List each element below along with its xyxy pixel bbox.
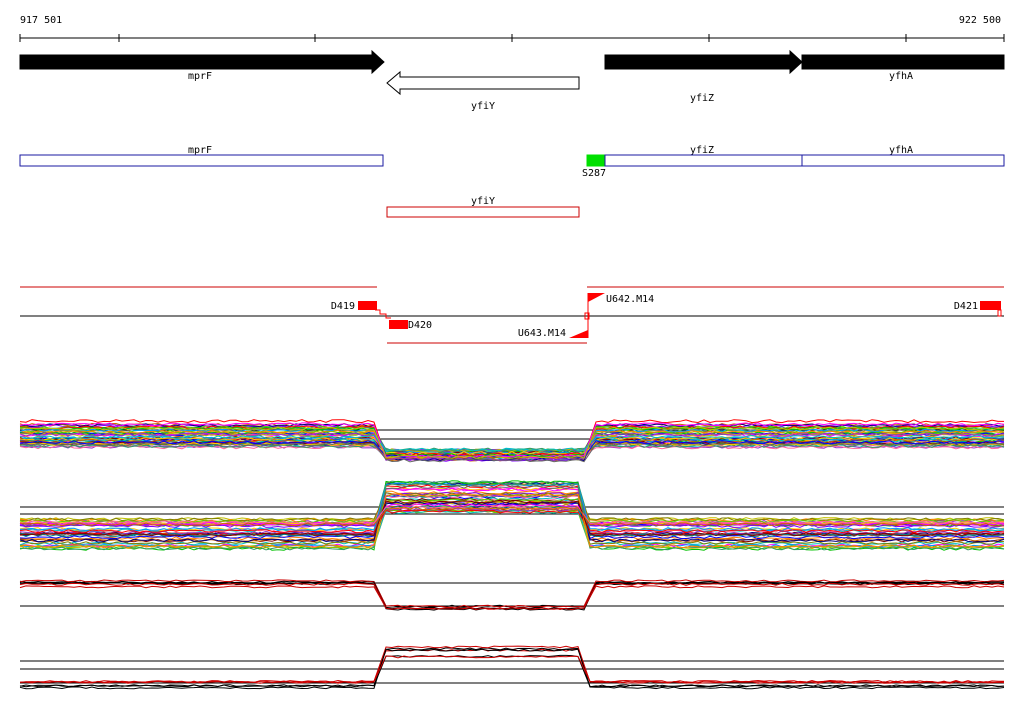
feature-u643-flag[interactable] [569,330,588,338]
annotation-box-mprf[interactable] [19,154,384,167]
expression-trace [19,654,1004,688]
annotation-label-mprf: mprF [188,145,212,156]
feature-d419-box[interactable] [358,301,377,310]
feature-u642-label: U642.M14 [606,294,654,305]
expression-trace [19,648,1005,690]
expression-trace [20,655,1005,684]
gene-label-yfiz: yfiZ [690,93,714,104]
gene-arrow-yfiz[interactable] [604,49,803,75]
expression-trace [19,434,1005,452]
gene-label-yfha: yfhA [889,71,913,82]
expression-panel-2 [19,480,1005,551]
gene-label-yfiy: yfiY [471,101,495,112]
feature-step-connector [375,309,391,319]
feature-d421-box[interactable] [980,301,1001,310]
expression-trace [19,581,1005,610]
transcript-feature-track: D419 D420 D421 U642.M14 U643.M14 [20,286,1004,344]
feature-d419-label: D419 [331,301,355,312]
annotation-label-yfiy: yfiY [471,196,495,207]
annotation-forward-track: mprF S287 yfiZ yfhA [19,145,1005,179]
expression-trace [19,506,1004,527]
expression-trace [19,580,1005,608]
annotation-label-yfiz: yfiZ [690,145,714,156]
expression-trace [20,505,1005,525]
expression-trace [19,509,1005,534]
marker-label-s287: S287 [582,168,606,179]
gene-arrow-yfha[interactable] [801,54,1005,70]
expression-trace [19,492,1005,522]
gene-arrows-track: mprF yfiY yfiZ yfhA [19,49,1005,112]
ruler-end-label: 922 500 [959,15,1001,26]
gene-arrow-mprf[interactable] [19,49,385,75]
expression-trace [19,645,1005,684]
annotation-box-yfiz[interactable] [604,154,803,167]
expression-trace [19,647,1005,688]
annotation-reverse-track: yfiY [386,196,580,218]
expression-trace [19,482,1005,551]
expression-trace [19,501,1005,543]
expression-trace [19,648,1004,683]
expression-panel-4 [19,645,1005,690]
expression-trace [19,499,1005,537]
gene-label-mprf: mprF [188,71,212,82]
expression-trace [19,422,1005,459]
ruler-start-label: 917 501 [20,15,62,26]
expression-panel-3 [19,579,1005,611]
gene-arrow-yfiy[interactable] [386,70,580,96]
feature-u643-label: U643.M14 [518,328,566,339]
annotation-box-yfiy[interactable] [386,206,580,218]
annotation-box-yfha[interactable] [801,154,1005,167]
feature-u643-tick [584,312,590,320]
feature-d420-label: D420 [408,320,432,331]
expression-trace [19,579,1005,608]
annotation-label-yfha: yfhA [889,145,913,156]
feature-d421-tick [997,309,1002,317]
expression-trace [19,442,1005,463]
coordinate-ruler: 917 501 922 500 [19,15,1005,42]
expression-panel-1 [19,419,1005,463]
expression-trace [19,582,1005,611]
feature-d420-box[interactable] [389,320,408,329]
feature-d421-label: D421 [954,301,978,312]
expression-trace [19,508,1005,535]
marker-s287[interactable] [586,154,606,167]
expression-trace [19,497,1005,546]
ruler-ticks [19,34,1005,42]
feature-u642-flag[interactable] [588,293,605,302]
expression-trace [19,493,1005,549]
expression-trace [20,426,1005,459]
expression-trace [19,443,1005,452]
